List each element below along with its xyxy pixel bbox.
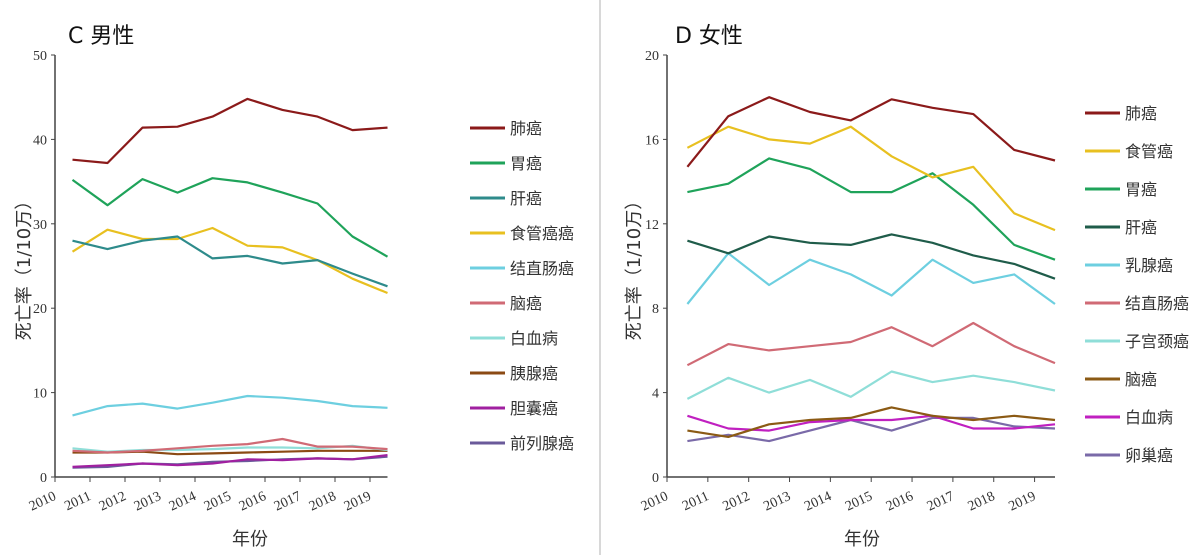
legend-label: 子宫颈癌 xyxy=(1125,332,1189,351)
legend-label: 结直肠癌 xyxy=(510,259,574,278)
x-tick-label: 2017 xyxy=(925,489,957,514)
legend-label: 胆囊癌 xyxy=(510,399,558,418)
legend-label: 食管癌 xyxy=(1125,142,1173,161)
x-tick-label: 2012 xyxy=(721,489,753,514)
y-tick-label: 0 xyxy=(40,471,47,486)
x-tick-label: 2011 xyxy=(680,489,711,514)
legend-label: 肺癌 xyxy=(510,119,542,138)
x-tick-label: 2013 xyxy=(132,489,164,514)
y-tick-label: 10 xyxy=(33,387,47,402)
legend-label: 食管癌癌 xyxy=(510,224,574,243)
x-axis-title: 年份 xyxy=(844,529,880,550)
series-line xyxy=(71,177,389,258)
series-line xyxy=(72,437,388,454)
legend-label: 肝癌 xyxy=(1125,218,1157,237)
x-tick-label: 2019 xyxy=(1007,489,1039,514)
legend-label: 胃癌 xyxy=(1125,180,1157,199)
legend-label: 脑癌 xyxy=(1125,370,1157,389)
x-tick-label: 2012 xyxy=(97,489,129,514)
legend-label: 胃癌 xyxy=(510,154,542,173)
legend-label: 脑癌 xyxy=(510,294,542,313)
series-line xyxy=(687,233,1056,280)
series-line xyxy=(687,406,1056,438)
y-tick-label: 8 xyxy=(652,302,659,317)
y-axis-title: 死亡率（1/10万） xyxy=(624,192,645,340)
y-axis-title: 死亡率（1/10万） xyxy=(14,192,35,340)
series-line xyxy=(687,157,1056,261)
y-tick-label: 0 xyxy=(652,471,659,486)
x-tick-label: 2014 xyxy=(167,489,199,514)
legend-label: 肝癌 xyxy=(510,189,542,208)
series-line xyxy=(686,370,1056,400)
legend-label: 结直肠癌 xyxy=(1125,294,1189,313)
x-tick-label: 2016 xyxy=(237,489,269,514)
x-axis-title: 年份 xyxy=(232,529,268,550)
x-tick-label: 2011 xyxy=(62,489,93,514)
chart-title: C 男性 xyxy=(68,24,134,49)
x-tick-label: 2010 xyxy=(639,489,671,514)
y-tick-label: 16 xyxy=(645,133,659,148)
x-tick-label: 2013 xyxy=(762,489,794,514)
series-line xyxy=(686,321,1056,367)
x-tick-label: 2010 xyxy=(27,489,59,514)
legend-label: 肺癌 xyxy=(1125,104,1157,123)
legend-label: 乳腺癌 xyxy=(1125,256,1173,275)
series-line xyxy=(686,252,1056,305)
legend-label: 胰腺癌 xyxy=(510,364,558,383)
x-tick-label: 2017 xyxy=(272,489,304,514)
series-line xyxy=(71,226,388,295)
series-line xyxy=(72,97,388,165)
series-line xyxy=(72,454,388,468)
series-line xyxy=(686,125,1056,232)
legend-label: 卵巢癌 xyxy=(1125,446,1173,465)
series-line xyxy=(687,416,1056,443)
series-line xyxy=(72,235,388,288)
y-tick-label: 20 xyxy=(33,302,47,317)
x-tick-label: 2015 xyxy=(843,489,875,514)
legend-label: 白血病 xyxy=(1125,408,1173,427)
x-tick-label: 2016 xyxy=(884,489,916,514)
legend-label: 白血病 xyxy=(510,329,558,348)
y-tick-label: 50 xyxy=(33,49,47,64)
series-line xyxy=(72,394,388,417)
y-tick-label: 40 xyxy=(33,133,47,148)
y-tick-label: 20 xyxy=(645,49,659,64)
y-tick-label: 4 xyxy=(652,387,659,402)
legend-label: 前列腺癌 xyxy=(510,434,574,453)
x-tick-label: 2015 xyxy=(202,489,234,514)
y-tick-label: 30 xyxy=(33,218,47,233)
y-tick-label: 12 xyxy=(645,218,659,233)
chart-panel-1: D 女性 0 4 8 12 16 20 2010 2011 2012 2013 2014 2015 201… xyxy=(624,24,1189,550)
x-tick-label: 2018 xyxy=(966,489,998,514)
x-tick-label: 2014 xyxy=(802,489,834,514)
series-line xyxy=(686,96,1056,168)
x-tick-label: 2019 xyxy=(342,489,374,514)
chart-title: D 女性 xyxy=(675,24,743,49)
x-tick-label: 2018 xyxy=(307,489,339,514)
